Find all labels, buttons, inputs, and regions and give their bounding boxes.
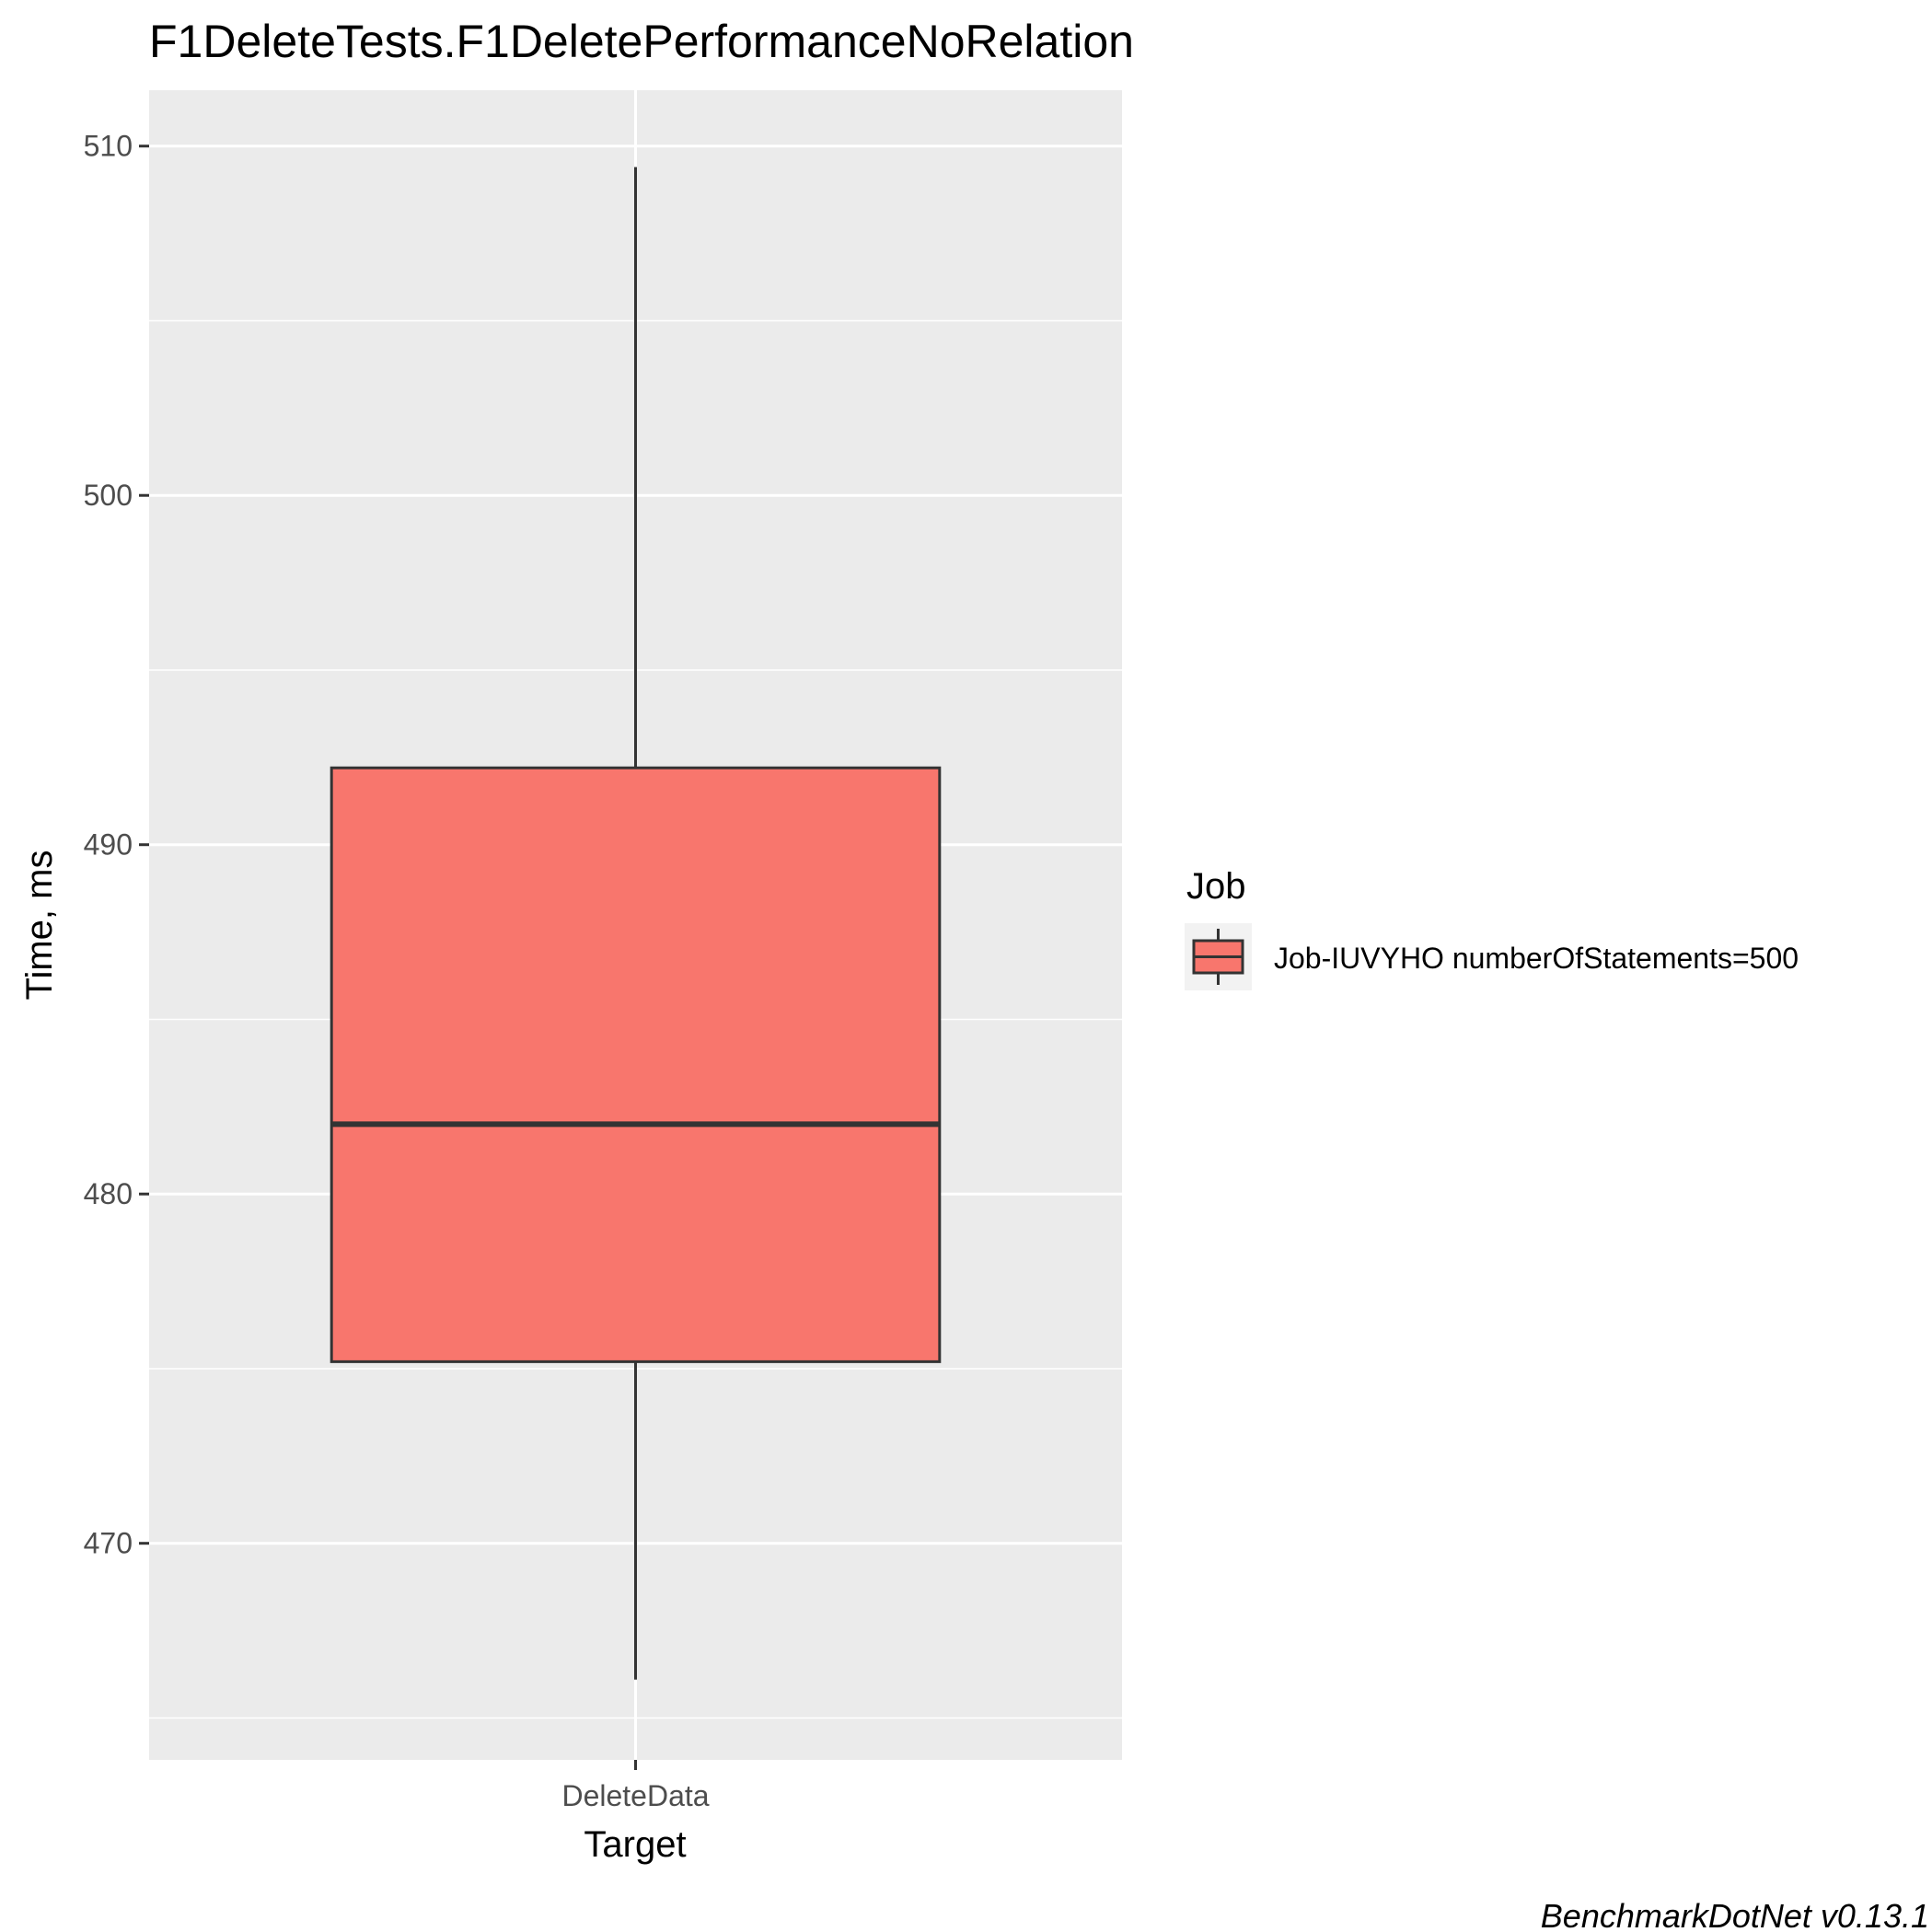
y-axis: 470 480 490 500 510 <box>84 130 149 1560</box>
iqr-box <box>330 766 942 1363</box>
x-tick-label: DeleteData <box>561 1779 709 1812</box>
x-axis-title: Target <box>584 1824 686 1865</box>
y-tick-label: 510 <box>84 130 133 163</box>
x-axis: DeleteData <box>561 1760 710 1812</box>
y-tick-label: 470 <box>84 1527 133 1560</box>
boxes <box>330 167 942 1680</box>
y-tick-label: 490 <box>84 828 133 862</box>
y-axis-title: Time, ms <box>19 850 60 1001</box>
caption: BenchmarkDotNet v0.13.1 <box>1541 1897 1929 1932</box>
legend: Job Job-IUVYHO numberOfStatements=500 <box>1185 866 1799 990</box>
y-tick-label: 500 <box>84 479 133 512</box>
legend-entry-label: Job-IUVYHO numberOfStatements=500 <box>1274 942 1799 975</box>
legend-title: Job <box>1186 866 1246 907</box>
chart-title: F1DeleteTests.F1DeletePerformanceNoRelat… <box>149 16 1134 67</box>
y-tick-label: 480 <box>84 1177 133 1210</box>
